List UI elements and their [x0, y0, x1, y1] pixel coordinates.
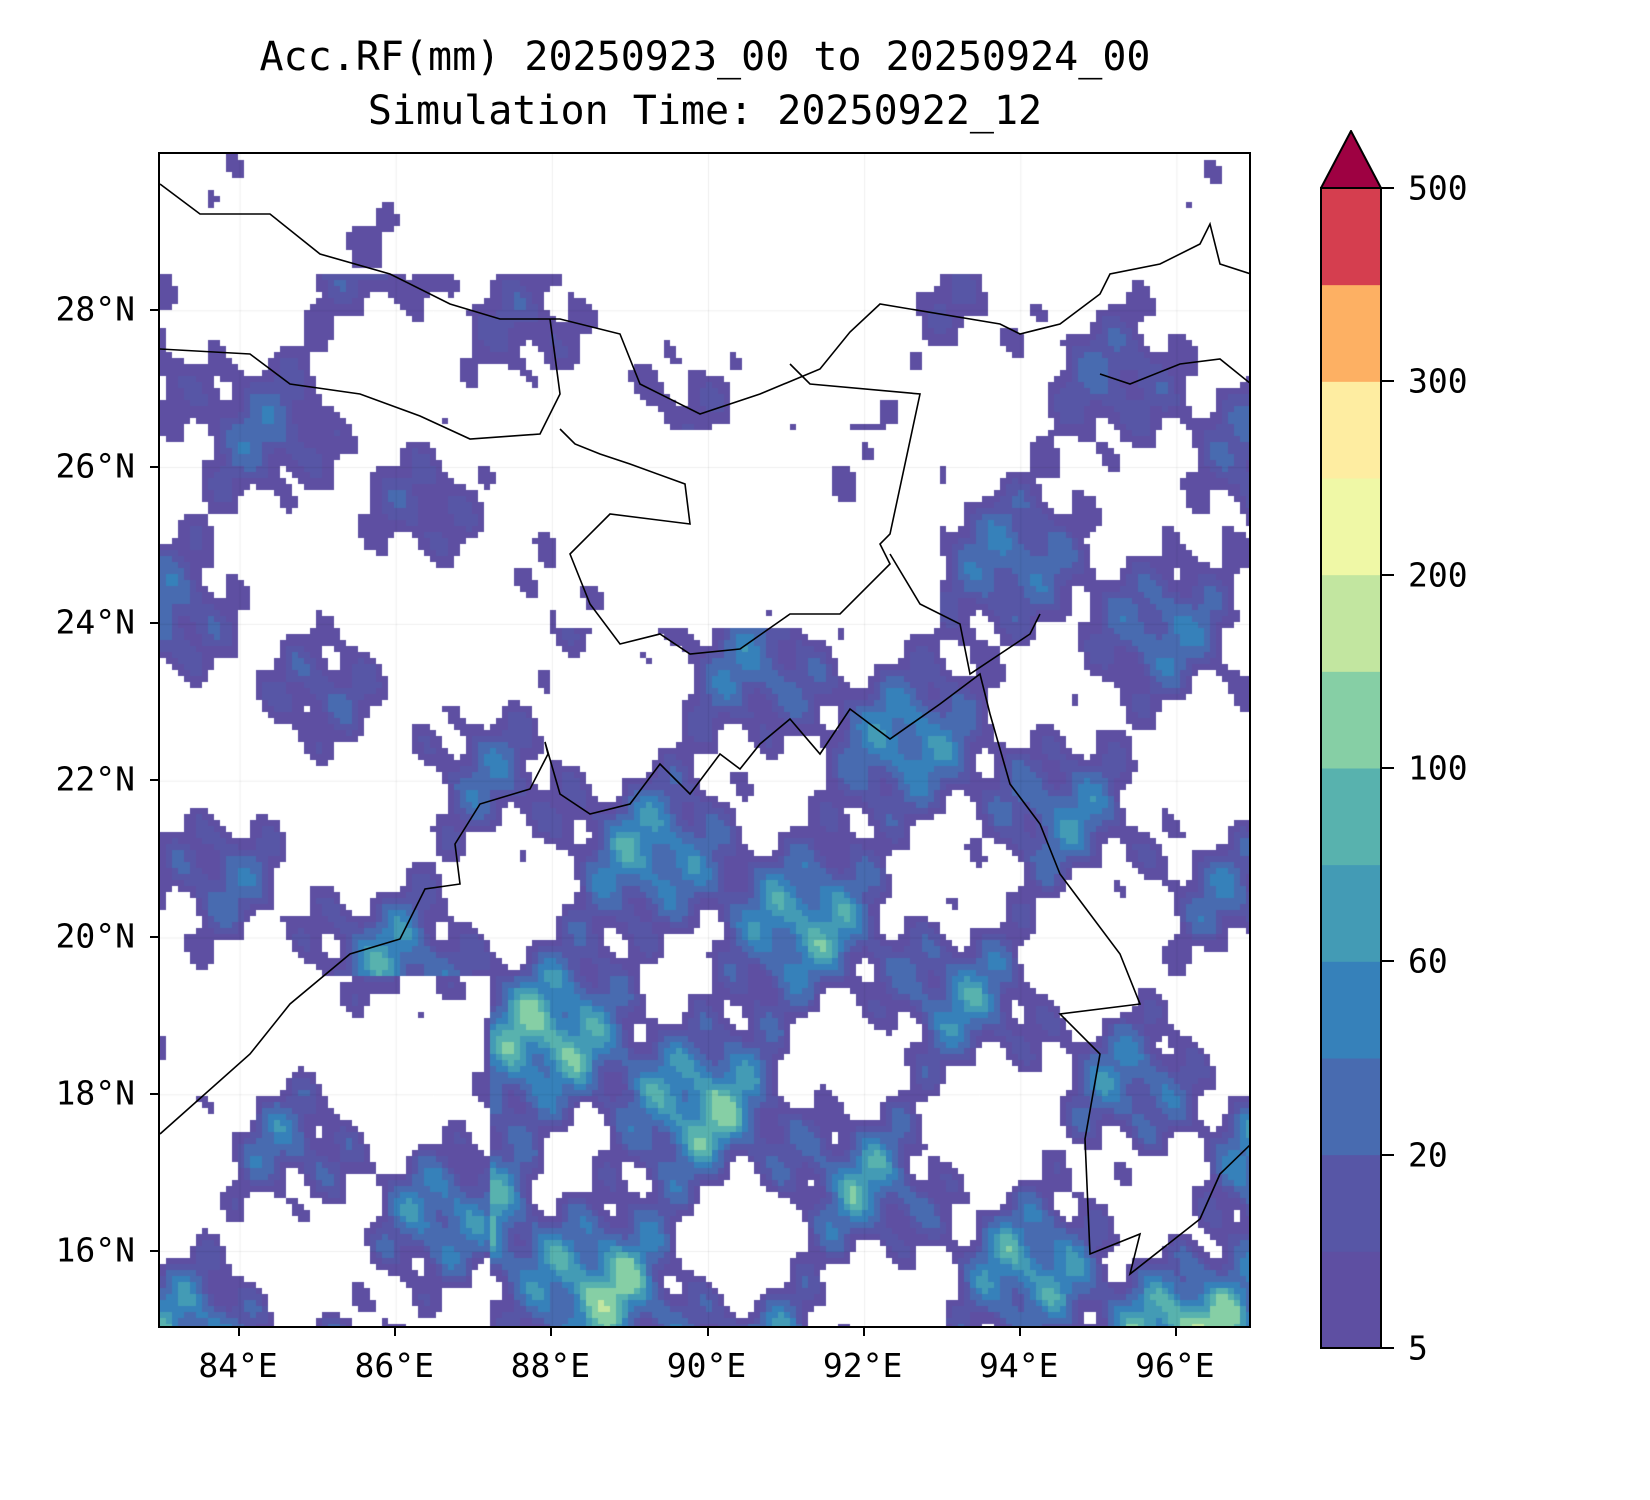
x-tick-mark [238, 1328, 241, 1336]
chart-title: Acc.RF(mm) 20250923_00 to 20250924_00 [259, 34, 1151, 80]
x-tick-label: 96°E [1135, 1346, 1215, 1385]
colorbar-bin [1321, 1154, 1381, 1252]
colorbar-tick-mark [1382, 187, 1394, 189]
colorbar-tick-mark [1382, 1153, 1394, 1156]
colorbar-bin [1321, 574, 1381, 672]
colorbar-bin [1321, 864, 1381, 962]
colorbar-tick-label: 20 [1408, 1135, 1448, 1175]
y-tick-label: 18°N [55, 1073, 135, 1113]
x-tick-label: 86°E [354, 1346, 434, 1385]
x-tick-label: 92°E [822, 1346, 903, 1385]
coastline-border-line [160, 318, 561, 440]
colorbar-extend-arrow [1319, 128, 1383, 189]
colorbar-tick-mark [1382, 573, 1394, 576]
y-tick-label: 24°N [55, 602, 135, 642]
coastline-border-line [1099, 358, 1249, 385]
coastline-border-line [160, 672, 1249, 1277]
map-plot-area [158, 152, 1251, 1328]
colorbar-tick-mark [1382, 960, 1394, 963]
y-tick-label: 16°N [55, 1230, 135, 1270]
colorbar-tick-label: 60 [1408, 941, 1448, 981]
rainfall-field [160, 154, 1249, 1326]
chart-subtitle: Simulation Time: 20250922_12 [367, 88, 1043, 134]
colorbar-bin [1321, 478, 1381, 576]
colorbar-tick-label: 100 [1408, 748, 1468, 788]
colorbar-tick-label: 5 [1408, 1328, 1428, 1368]
colorbar-tick-mark [1382, 1347, 1394, 1349]
y-tick-label: 28°N [55, 289, 135, 329]
x-tick-mark [1174, 1328, 1177, 1336]
coastline-border-line [889, 553, 1041, 676]
colorbar-tick-mark [1382, 767, 1394, 769]
x-tick-mark [706, 1328, 709, 1336]
x-tick-label: 94°E [979, 1346, 1059, 1385]
y-tick-label: 26°N [55, 446, 135, 486]
colorbar-tick-label: 500 [1408, 168, 1468, 208]
y-tick-mark [150, 308, 158, 311]
colorbar-tick-label: 200 [1408, 555, 1468, 595]
colorbar-bin [1321, 671, 1381, 769]
colorbar-bin [1321, 188, 1381, 286]
colorbar-bin [1321, 284, 1381, 382]
colorbar-bin [1321, 961, 1381, 1059]
y-tick-mark [150, 465, 158, 468]
x-tick-label: 90°E [666, 1346, 747, 1385]
y-tick-label: 22°N [55, 759, 135, 799]
x-tick-label: 84°E [198, 1346, 278, 1385]
y-tick-mark [150, 622, 158, 625]
y-tick-mark [150, 779, 158, 782]
x-tick-mark [550, 1328, 553, 1336]
x-tick-label: 88°E [510, 1346, 591, 1385]
x-tick-mark [394, 1328, 397, 1336]
x-tick-mark [862, 1328, 865, 1336]
colorbar-bin [1321, 381, 1381, 479]
coastline-border-line [160, 183, 1249, 415]
y-tick-mark [150, 936, 158, 938]
colorbar-bin [1321, 1251, 1381, 1349]
coastline-border-line [559, 363, 921, 655]
y-tick-mark [150, 1092, 158, 1095]
colorbar-bin [1321, 768, 1381, 866]
x-tick-mark [1018, 1328, 1021, 1336]
coastline-borders [160, 183, 1249, 1277]
y-tick-label: 20°N [55, 916, 135, 956]
colorbar-tick-label: 300 [1408, 361, 1468, 401]
colorbar-tick-mark [1382, 380, 1394, 383]
colorbar-bin [1321, 1058, 1381, 1156]
colorbar [1319, 128, 1383, 1350]
y-tick-mark [150, 1249, 158, 1252]
